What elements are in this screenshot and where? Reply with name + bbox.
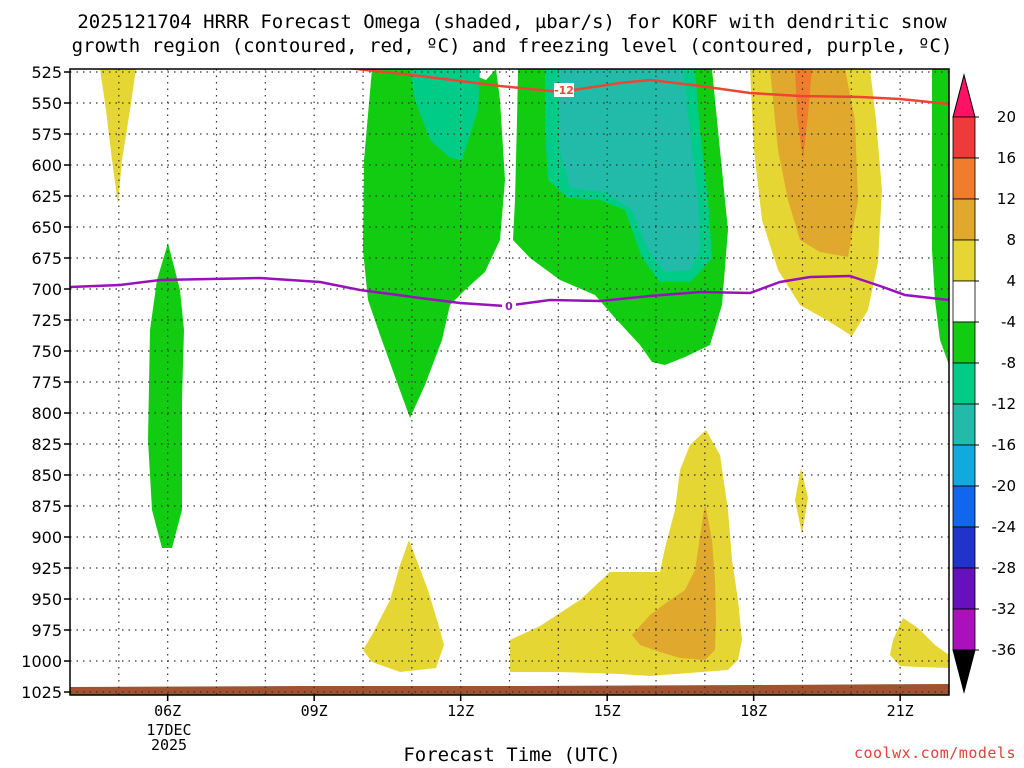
y-tick-label: 900	[31, 528, 62, 547]
dendritic-growth-contour-line	[345, 69, 949, 106]
purple-contour-label: 0	[505, 300, 513, 313]
freezing-level-contour-line	[70, 274, 949, 308]
colorbar-tick-label: 12	[997, 190, 1016, 208]
colorbar-swatch	[952, 526, 976, 569]
x-axis: 06Z 09Z 12Z 15Z 18Z 21Z	[154, 695, 914, 720]
colorbar-swatch	[952, 157, 976, 200]
colorbar-swatch	[952, 403, 976, 446]
omega-region-lightorange-16z	[632, 503, 716, 660]
colorbar-tick-label: 16	[997, 149, 1016, 167]
colorbar-tick-label: -4	[1001, 313, 1016, 331]
colorbar: 20 16 12 8 4 -4 -8 -12 -16 -20 -24 -28 -32 -36	[952, 73, 1017, 694]
x-axis-label: Forecast Time (UTC)	[403, 744, 621, 766]
omega-region-yellow-upper-left	[100, 69, 136, 204]
colorbar-tick-label: -36	[992, 641, 1017, 659]
date-label: 17DEC 2025	[134, 723, 204, 753]
colorbar-swatch	[952, 485, 976, 528]
y-tick-label: 775	[31, 373, 62, 392]
omega-shading	[70, 69, 949, 695]
x-tick-label: 21Z	[887, 702, 914, 720]
y-tick-label: 725	[31, 311, 62, 330]
omega-region-yellow-21z	[890, 618, 949, 668]
grid-lines	[70, 69, 949, 695]
y-tick-label: 1000	[21, 652, 62, 671]
y-tick-label: 800	[31, 404, 62, 423]
omega-region-green-right-edge	[932, 69, 949, 365]
colorbar-top-arrow	[952, 73, 976, 118]
y-tick-label: 950	[31, 590, 62, 609]
x-tick-label: 18Z	[740, 702, 767, 720]
x-tick-label: 15Z	[594, 702, 621, 720]
colorbar-swatch	[952, 321, 976, 364]
y-tick-label: 1025	[21, 683, 62, 702]
ground-fill	[70, 684, 949, 695]
colorbar-swatch	[952, 116, 976, 159]
y-tick-label: 550	[31, 94, 62, 113]
omega-region-green-10z	[363, 69, 505, 418]
y-tick-label: 825	[31, 435, 62, 454]
colorbar-swatch	[952, 280, 976, 323]
colorbar-tick-label: 4	[1006, 272, 1016, 290]
x-tick-label: 09Z	[301, 702, 328, 720]
y-tick-label: 650	[31, 218, 62, 237]
y-tick-label: 875	[31, 497, 62, 516]
colorbar-swatch	[952, 567, 976, 610]
chart-title-line-1: 2025121704 HRRR Forecast Omega (shaded, …	[77, 11, 947, 33]
colorbar-tick-label: -12	[992, 395, 1017, 413]
omega-region-tealgreen-10z	[410, 69, 480, 160]
credit-link[interactable]: coolwx.com/models	[853, 744, 1016, 762]
colorbar-tick-label: -20	[992, 477, 1017, 495]
y-tick-label: 850	[31, 466, 62, 485]
colorbar-swatch	[952, 239, 976, 282]
colorbar-tick-label: 8	[1006, 231, 1016, 249]
y-tick-label: 750	[31, 342, 62, 361]
colorbar-tick-label: 20	[997, 108, 1016, 126]
y-tick-label: 700	[31, 280, 62, 299]
omega-region-lightorange-19z	[770, 69, 858, 257]
omega-region-teal-14z	[560, 69, 700, 272]
y-tick-label: 975	[31, 621, 62, 640]
date-label-day: 17DEC	[146, 721, 192, 739]
colorbar-swatch	[952, 362, 976, 405]
colorbar-swatch	[952, 444, 976, 487]
red-contour-label: -12	[554, 84, 574, 97]
omega-region-orange-19z	[795, 69, 812, 160]
colorbar-tick-label: -24	[992, 518, 1017, 536]
colorbar-tick-label: -8	[1001, 354, 1016, 372]
y-tick-label: 625	[31, 187, 62, 206]
colorbar-swatch	[952, 608, 976, 651]
x-tick-label: 12Z	[447, 702, 474, 720]
y-tick-label: 600	[31, 156, 62, 175]
colorbar-tick-label: -16	[992, 436, 1017, 454]
y-tick-label: 575	[31, 125, 62, 144]
colorbar-tick-label: -28	[992, 559, 1017, 577]
omega-region-yellow-diamond	[795, 468, 808, 534]
x-tick-label: 06Z	[154, 702, 181, 720]
omega-region-yellow-11z	[363, 540, 444, 672]
omega-region-green-left	[148, 243, 184, 548]
y-tick-label: 525	[31, 63, 62, 82]
colorbar-tick-label: -32	[992, 600, 1017, 618]
colorbar-bottom-arrow	[952, 649, 976, 694]
y-tick-label: 925	[31, 559, 62, 578]
date-label-year: 2025	[150, 736, 188, 754]
colorbar-swatch	[952, 198, 976, 241]
y-axis: 525 550 575 600 625 650 675 700 725 750 775 800 825 8…	[21, 63, 70, 702]
chart-title-line-2: growth region (contoured, red, ºC) and f…	[71, 35, 953, 57]
contour-labels: -12 0	[502, 83, 574, 313]
y-tick-label: 675	[31, 249, 62, 268]
